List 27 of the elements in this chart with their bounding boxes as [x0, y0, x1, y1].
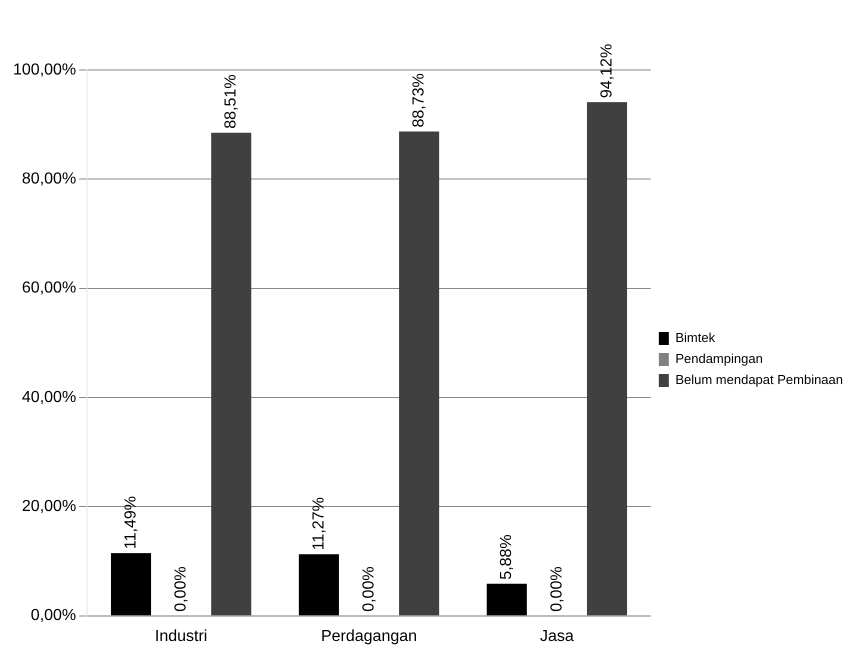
- data-label: 88,51%: [222, 74, 240, 129]
- bar: [486, 584, 527, 616]
- y-tick-label: 0,00%: [30, 607, 76, 624]
- y-tick-label: 100,00%: [12, 61, 76, 78]
- bar: [298, 554, 339, 616]
- data-label: 5,88%: [498, 534, 516, 580]
- data-label: 0,00%: [172, 566, 190, 612]
- x-tick-label: Perdagangan: [320, 628, 418, 645]
- y-tick-label: 40,00%: [22, 388, 76, 406]
- bar: [110, 553, 152, 616]
- legend-label: Bimtek: [675, 330, 716, 346]
- bar: [586, 102, 628, 616]
- data-label: 94,12%: [598, 44, 616, 98]
- y-tick-label: 20,00%: [22, 498, 76, 516]
- legend-label: Pendampingan: [675, 351, 763, 366]
- x-tick-label: Jasa: [540, 628, 574, 645]
- data-label: 0,00%: [360, 566, 378, 612]
- bar: [399, 132, 440, 616]
- data-label: 11,27%: [310, 497, 328, 550]
- x-tick-label: Industri: [154, 628, 208, 645]
- bar: [211, 132, 252, 616]
- legend-label: Belum mendapat Pembinaan: [675, 372, 844, 388]
- data-label: 0,00%: [548, 566, 566, 612]
- y-tick-label: 60,00%: [22, 280, 76, 297]
- y-tick-label: 80,00%: [22, 170, 76, 188]
- data-label: 11,49%: [122, 496, 140, 550]
- data-label: 88,73%: [410, 73, 428, 128]
